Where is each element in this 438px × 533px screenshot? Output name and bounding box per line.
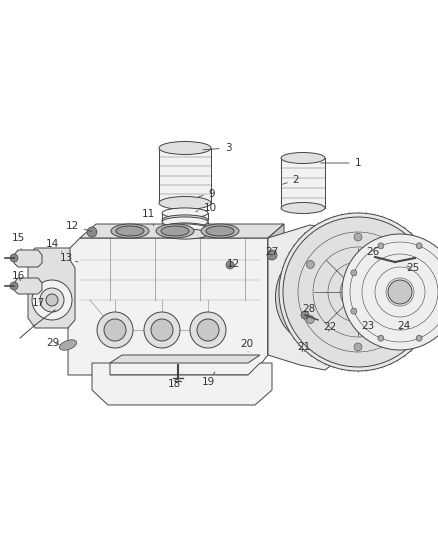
Polygon shape — [68, 238, 268, 375]
Polygon shape — [14, 278, 42, 294]
Text: 18: 18 — [167, 372, 180, 389]
Circle shape — [344, 278, 372, 306]
Ellipse shape — [60, 340, 77, 350]
Circle shape — [97, 312, 133, 348]
Circle shape — [279, 213, 437, 371]
Circle shape — [151, 319, 173, 341]
Circle shape — [40, 288, 64, 312]
Text: 15: 15 — [11, 233, 25, 249]
Circle shape — [354, 343, 362, 351]
Text: 13: 13 — [60, 253, 78, 263]
Ellipse shape — [156, 224, 194, 238]
Ellipse shape — [159, 141, 211, 155]
Ellipse shape — [161, 226, 189, 236]
Circle shape — [226, 261, 234, 269]
Text: 28: 28 — [302, 304, 316, 318]
Ellipse shape — [281, 203, 325, 214]
Circle shape — [416, 243, 422, 249]
Circle shape — [306, 316, 314, 324]
Circle shape — [378, 243, 384, 249]
Text: 12: 12 — [226, 259, 240, 269]
Polygon shape — [28, 248, 75, 328]
Text: 3: 3 — [203, 143, 231, 153]
Text: 17: 17 — [32, 298, 50, 308]
Text: 12: 12 — [65, 221, 91, 231]
Ellipse shape — [162, 229, 208, 239]
Text: 25: 25 — [406, 263, 420, 273]
Circle shape — [32, 280, 72, 320]
Ellipse shape — [201, 224, 239, 238]
Circle shape — [306, 261, 314, 269]
Circle shape — [144, 312, 180, 348]
Circle shape — [351, 308, 357, 314]
Circle shape — [46, 294, 58, 306]
Ellipse shape — [281, 152, 325, 164]
Circle shape — [87, 227, 97, 237]
Circle shape — [301, 311, 309, 319]
Ellipse shape — [283, 264, 333, 329]
Circle shape — [197, 319, 219, 341]
Polygon shape — [162, 222, 208, 228]
Polygon shape — [92, 363, 272, 405]
Polygon shape — [110, 355, 260, 363]
Text: 2: 2 — [283, 175, 299, 185]
Text: 19: 19 — [201, 372, 215, 387]
Ellipse shape — [162, 224, 208, 234]
Polygon shape — [268, 225, 345, 370]
Circle shape — [402, 261, 410, 269]
Circle shape — [354, 233, 362, 241]
Circle shape — [416, 335, 422, 341]
Text: 23: 23 — [361, 321, 374, 331]
Polygon shape — [162, 213, 208, 220]
Ellipse shape — [162, 217, 208, 227]
Text: 20: 20 — [240, 339, 254, 352]
Text: 22: 22 — [323, 322, 337, 332]
Ellipse shape — [159, 197, 211, 209]
Circle shape — [190, 312, 226, 348]
Text: 11: 11 — [141, 209, 155, 225]
Text: 9: 9 — [199, 189, 215, 199]
Text: 29: 29 — [46, 338, 60, 348]
Text: 1: 1 — [321, 158, 361, 168]
Polygon shape — [80, 224, 284, 238]
Circle shape — [351, 270, 357, 276]
Circle shape — [10, 254, 18, 262]
Text: 27: 27 — [265, 247, 279, 257]
Polygon shape — [159, 148, 211, 203]
Ellipse shape — [206, 226, 234, 236]
Circle shape — [388, 280, 412, 304]
Polygon shape — [162, 229, 208, 234]
Circle shape — [10, 282, 18, 290]
Polygon shape — [268, 224, 284, 355]
Polygon shape — [14, 250, 42, 267]
Ellipse shape — [276, 254, 340, 340]
Text: 14: 14 — [46, 239, 62, 252]
Circle shape — [104, 319, 126, 341]
Circle shape — [283, 217, 433, 367]
Circle shape — [350, 284, 366, 300]
Text: 16: 16 — [11, 271, 25, 281]
Text: 26: 26 — [366, 247, 380, 260]
Ellipse shape — [162, 223, 208, 233]
Circle shape — [267, 250, 277, 260]
Text: 24: 24 — [397, 321, 411, 331]
Polygon shape — [281, 158, 325, 208]
Circle shape — [342, 234, 438, 350]
Circle shape — [402, 316, 410, 324]
Text: 21: 21 — [297, 342, 311, 352]
Ellipse shape — [111, 224, 149, 238]
Ellipse shape — [162, 215, 208, 225]
Circle shape — [378, 335, 384, 341]
Ellipse shape — [162, 208, 208, 218]
Text: 10: 10 — [196, 203, 216, 213]
Ellipse shape — [116, 226, 144, 236]
